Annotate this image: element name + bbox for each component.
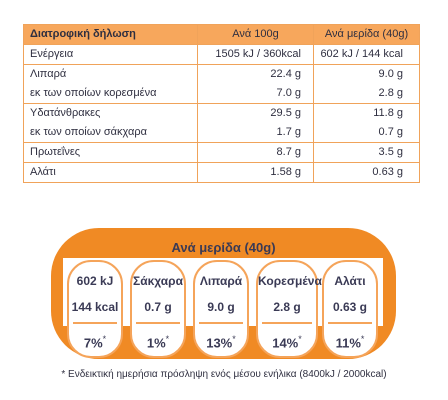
gda-pill-sugars: Σάκχαρα 0.7 g 1%* <box>130 260 186 358</box>
row-per100: 8.7 g <box>197 142 314 163</box>
row-label: εκ των οποίων κορεσμένα <box>23 84 198 104</box>
gda-pill-value: 2.8 g <box>273 300 301 314</box>
header-label: Διατροφική δήλωση <box>23 24 198 45</box>
gda-pill-name: Λιπαρά <box>199 274 243 288</box>
gda-pill-value: 0.63 g <box>332 300 368 314</box>
row-per100: 22.4 g <box>197 64 314 84</box>
row-per100: 29.5 g <box>197 103 314 123</box>
gda-pill-name: Αλάτι <box>334 274 366 288</box>
table-row: Αλάτι 1.58 g 0.63 g <box>23 162 420 183</box>
gda-pill-value: 9.0 g <box>207 300 235 314</box>
gda-pill-percent: 11%* <box>335 334 365 351</box>
gda-pill-energy: 602 kJ 144 kcal 7%* <box>67 260 123 358</box>
gda-pill-percent: 7%* <box>83 334 107 351</box>
gda-pill-divider <box>199 322 243 324</box>
table-row: Ενέργεια 1505 kJ / 360kcal 602 kJ / 144 … <box>23 44 420 65</box>
header-per100: Ανά 100g <box>197 24 314 45</box>
gda-pill-name: 602 kJ <box>76 274 114 288</box>
table-row: εκ των οποίων σάκχαρα 1.7 g 0.7 g <box>23 123 420 143</box>
header-per-portion: Ανά μερίδα (40g) <box>313 24 420 45</box>
table-row: Υδατάνθρακες 29.5 g 11.8 g <box>23 103 420 123</box>
row-per-portion: 3.5 g <box>313 142 420 163</box>
row-label: Λιπαρά <box>23 64 198 84</box>
gda-pill-value: 144 kcal <box>71 300 119 314</box>
gda-pill-salt: Αλάτι 0.63 g 11%* <box>322 260 378 358</box>
gda-pill-divider <box>73 322 117 324</box>
row-label: Πρωτεΐνες <box>23 142 198 163</box>
gda-pill-divider <box>262 322 312 324</box>
row-per-portion: 2.8 g <box>313 84 420 104</box>
table-header-row: Διατροφική δήλωση Ανά 100g Ανά μερίδα (4… <box>23 24 420 45</box>
gda-pill-name: Κορεσμένα <box>258 274 322 288</box>
row-per-portion: 9.0 g <box>313 64 420 84</box>
row-label: Αλάτι <box>23 162 198 183</box>
row-per-portion: 0.7 g <box>313 123 420 143</box>
table-row: εκ των οποίων κορεσμένα 7.0 g 2.8 g <box>23 84 420 104</box>
row-label: εκ των οποίων σάκχαρα <box>23 123 198 143</box>
gda-pill-value: 0.7 g <box>144 300 172 314</box>
gda-pill-percent: 14%* <box>272 334 302 351</box>
gda-pill-name: Σάκχαρα <box>133 274 183 288</box>
row-per100: 1505 kJ / 360kcal <box>197 44 314 65</box>
gda-pill-divider <box>136 322 180 324</box>
gda-pill-percent: 1%* <box>146 334 170 351</box>
gda-pill-saturates: Κορεσμένα 2.8 g 14%* <box>256 260 322 358</box>
row-per100: 7.0 g <box>197 84 314 104</box>
table-row: Πρωτεΐνες 8.7 g 3.5 g <box>23 142 420 163</box>
gda-pill-fat: Λιπαρά 9.0 g 13%* <box>193 260 249 358</box>
gda-pill-divider <box>328 322 372 324</box>
nutrition-table: Διατροφική δήλωση Ανά 100g Ανά μερίδα (4… <box>23 24 420 183</box>
row-per-portion: 0.63 g <box>313 162 420 183</box>
row-label: Ενέργεια <box>23 44 198 65</box>
row-label: Υδατάνθρακες <box>23 103 198 123</box>
row-per-portion: 11.8 g <box>313 103 420 123</box>
footnote: * Ενδεικτική ημερήσια πρόσληψη ενός μέσο… <box>61 369 387 380</box>
table-row: Λιπαρά 22.4 g 9.0 g <box>23 64 420 84</box>
gda-title: Ανά μερίδα (40g) <box>171 240 276 255</box>
row-per100: 1.58 g <box>197 162 314 183</box>
row-per100: 1.7 g <box>197 123 314 143</box>
gda-pill-percent: 13%* <box>206 334 236 351</box>
row-per-portion: 602 kJ / 144 kcal <box>313 44 420 65</box>
